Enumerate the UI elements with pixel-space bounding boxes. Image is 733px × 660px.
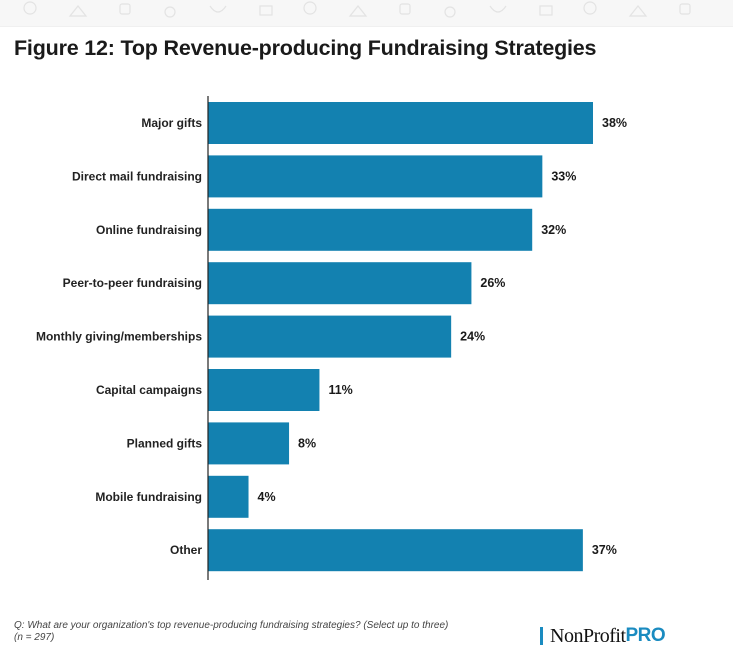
category-label: Mobile fundraising xyxy=(95,490,202,504)
value-label: 32% xyxy=(541,223,566,237)
category-label: Other xyxy=(170,543,202,557)
value-label: 37% xyxy=(592,543,617,557)
chart-title: Figure 12: Top Revenue-producing Fundrai… xyxy=(14,36,597,60)
bar xyxy=(208,315,452,358)
bar xyxy=(208,262,472,305)
category-label: Online fundraising xyxy=(96,223,202,237)
category-label: Major gifts xyxy=(141,116,202,130)
footnote: Q: What are your organization's top reve… xyxy=(14,620,534,644)
bar-chart: Major gifts 38% Direct mail fundraising 33%… xyxy=(36,96,627,580)
bar xyxy=(208,422,290,465)
logo-text-pro: PRO xyxy=(625,625,666,646)
bar xyxy=(208,529,583,572)
decorative-pattern-band xyxy=(0,0,733,27)
footnote-sample-size: (n = 297) xyxy=(14,632,55,643)
bar xyxy=(208,475,249,518)
logo-accent-bar xyxy=(540,627,543,645)
category-label: Direct mail fundraising xyxy=(72,169,202,183)
bar xyxy=(208,369,320,411)
bar xyxy=(208,102,593,144)
value-label: 33% xyxy=(551,169,576,183)
category-label: Peer-to-peer fundraising xyxy=(63,276,202,290)
category-label: Planned gifts xyxy=(127,436,203,450)
bar xyxy=(208,208,533,251)
bar xyxy=(208,155,543,198)
value-label: 11% xyxy=(328,383,352,397)
value-label: 26% xyxy=(480,276,505,290)
value-label: 38% xyxy=(602,116,627,130)
nonprofit-pro-logo: NonProfit PRO xyxy=(540,622,666,650)
logo-text-nonprofit: NonProfit xyxy=(550,624,626,647)
value-label: 24% xyxy=(460,330,485,344)
footnote-question: Q: What are your organization's top reve… xyxy=(14,620,449,631)
value-label: 8% xyxy=(298,436,316,450)
category-label: Monthly giving/memberships xyxy=(36,330,202,344)
category-label: Capital campaigns xyxy=(96,383,202,397)
value-label: 4% xyxy=(258,490,276,504)
